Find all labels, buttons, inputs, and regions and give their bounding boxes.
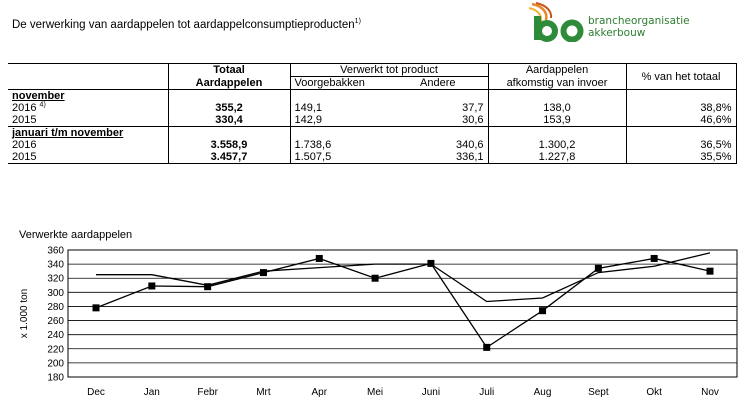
x-tick-label: Dec [87,387,105,398]
x-tick-label: Juni [422,387,440,398]
row-invoer: 153,9 [487,114,627,127]
x-tick-label: Apr [311,387,327,398]
y-tick-label: 300 [47,288,64,299]
y-tick-label: 280 [47,302,64,313]
y-tick-label: 180 [47,373,64,384]
row-total: 330,4 [167,114,290,127]
header-total-sub: Aardappelen [167,76,290,90]
row-invoer: 1.300,2 [487,139,627,151]
section-row: januari t/m november [8,126,737,139]
x-tick-label: Febr [197,387,218,398]
row-invoer: 138,0 [487,102,627,114]
row-voorgebakken: 149,1 [289,102,388,114]
row-andere: 336,1 [388,151,489,164]
data-point [259,269,267,277]
brand-logo: brancheorganisatie akkerbouw [526,2,746,42]
row-total: 3.558,9 [167,139,290,151]
page-title: De verwerking van aardappelen tot aardap… [12,18,361,31]
data-point [148,282,156,290]
row-voorgebakken: 1.738,6 [289,139,388,151]
x-tick-label: Okt [646,387,662,398]
table-row: 2016 3.558,9 1.738,6 340,6 1.300,2 36,5% [8,139,737,151]
row-andere: 30,6 [462,114,484,126]
table-row: 2015 3.457,7 1.507,5 336,1 1.227,8 35,5% [8,151,737,164]
data-point [92,304,100,312]
row-total: 3.457,7 [167,151,290,164]
data-point [427,259,435,267]
y-axis-label: x 1.000 ton [19,289,30,338]
header-total: Totaal [167,63,290,77]
logo-text: brancheorganisatie akkerbouw [588,15,690,39]
x-tick-label: Sept [588,387,609,398]
header-andere: Andere [420,77,456,89]
plot-area [67,249,738,378]
header-voorgebakken: Voorgebakken [289,76,388,90]
data-point [315,254,323,262]
row-year: 2016 [12,139,37,151]
row-year: 2015 [12,114,37,126]
x-tick-label: Mei [367,387,383,398]
row-percent: 36,5% [625,139,737,151]
row-total: 355,2 [167,102,290,114]
row-year: 2016 4) [12,101,46,114]
line-chart: 180 200 220 240 260 280 300 320 340 360 Dec Jan Febr… [19,246,738,398]
section-label: januari t/m november [8,126,168,139]
y-tick-label: 360 [47,246,64,257]
statistics-table: Totaal Verwerkt tot product Aardappelen … [8,63,737,164]
table-row: 2015 330,4 142,9 30,6 153,9 46,6% [8,114,737,127]
bo-logo-icon [528,2,584,42]
table-subheader-row: Aardappelen Voorgebakken Andere afkomsti… [8,76,736,90]
chart-title: Verwerkte aardappelen [19,229,133,241]
y-tick-label: 220 [47,344,64,355]
data-point [706,267,714,275]
series-line-2 [96,252,711,303]
row-voorgebakken: 1.507,5 [289,151,388,164]
x-tick-label: Mrt [256,387,271,398]
x-tick-label: Nov [701,387,719,398]
x-tick-label: Aug [534,387,552,398]
row-percent: 35,5% [625,151,737,164]
row-andere: 340,6 [455,139,484,151]
data-point [594,264,602,272]
row-voorgebakken: 142,9 [289,114,388,127]
row-year: 2015 [8,151,168,164]
data-point [539,307,547,315]
section-label: november [8,89,168,102]
section-row: november [8,89,737,102]
data-point [483,343,491,351]
y-tick-label: 320 [47,274,64,285]
row-andere: 37,7 [462,102,484,114]
data-point [204,283,212,291]
series-line-1 [95,257,711,349]
table-header-row: Totaal Verwerkt tot product Aardappelen … [8,63,737,90]
header-import-sub: afkomstig van invoer [487,76,627,90]
row-invoer: 1.227,8 [487,151,627,164]
data-point [650,254,658,262]
y-tick-label: 340 [47,260,64,271]
y-tick-label: 260 [47,316,64,327]
y-tick-label: 240 [47,330,64,341]
x-tick-label: Juli [479,387,494,398]
table-row: 2016 4) 355,2 149,1 37,7 138,0 38,8% [8,101,737,114]
x-tick-label: Jan [144,387,160,398]
header-percent: % van het totaal [625,63,737,90]
row-percent: 38,8% [625,102,737,114]
data-point [371,274,379,282]
header-import: Aardappelen [487,63,627,77]
header-processed: Verwerkt tot product [289,63,489,77]
y-tick-label: 200 [47,358,64,369]
row-percent: 46,6% [625,114,737,127]
